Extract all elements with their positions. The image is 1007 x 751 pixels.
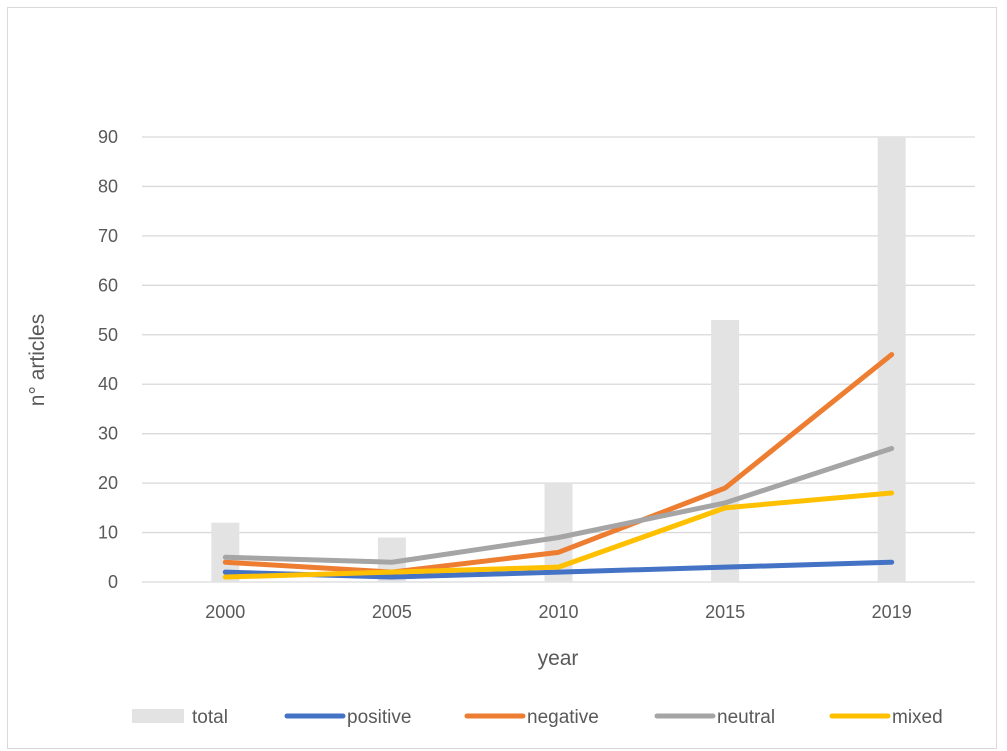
x-tick-label: 2015 — [705, 602, 745, 622]
y-axis-title: n° articles — [26, 314, 49, 406]
legend: total positive negative neutral mixed — [132, 707, 943, 728]
legend-label-positive: positive — [347, 707, 411, 728]
grid-lines — [142, 136, 975, 583]
bar-total-2015 — [711, 319, 740, 582]
y-tick-label: 50 — [98, 325, 118, 345]
y-tick-label: 90 — [98, 127, 118, 147]
x-tick-label: 2005 — [372, 602, 412, 622]
line-mixed — [222, 490, 895, 580]
line-neutral — [222, 446, 895, 565]
y-tick-label: 40 — [98, 374, 118, 394]
chart-frame — [7, 7, 997, 749]
x-tick-label: 2019 — [872, 602, 912, 622]
legend-label-total: total — [192, 707, 228, 728]
legend-swatch-total — [132, 709, 184, 723]
x-tick-label: 2010 — [538, 602, 578, 622]
bar-series — [211, 137, 906, 582]
line-negative — [222, 352, 895, 575]
y-tick-label: 70 — [98, 226, 118, 246]
y-tick-label: 30 — [98, 424, 118, 444]
x-axis-title: year — [538, 647, 579, 670]
x-tick-label: 2000 — [205, 602, 245, 622]
y-tick-label: 20 — [98, 473, 118, 493]
y-tick-label: 0 — [108, 572, 118, 592]
legend-label-mixed: mixed — [892, 707, 943, 728]
y-tick-label: 80 — [98, 176, 118, 196]
x-tick-labels: 2000 2005 2010 2015 2019 — [205, 602, 911, 622]
legend-label-neutral: neutral — [717, 707, 775, 728]
y-tick-labels: 0 10 20 30 40 50 60 70 80 90 — [98, 127, 118, 592]
legend-label-negative: negative — [527, 707, 599, 728]
line-series — [222, 352, 895, 580]
y-tick-label: 10 — [98, 523, 118, 543]
y-tick-label: 60 — [98, 275, 118, 295]
